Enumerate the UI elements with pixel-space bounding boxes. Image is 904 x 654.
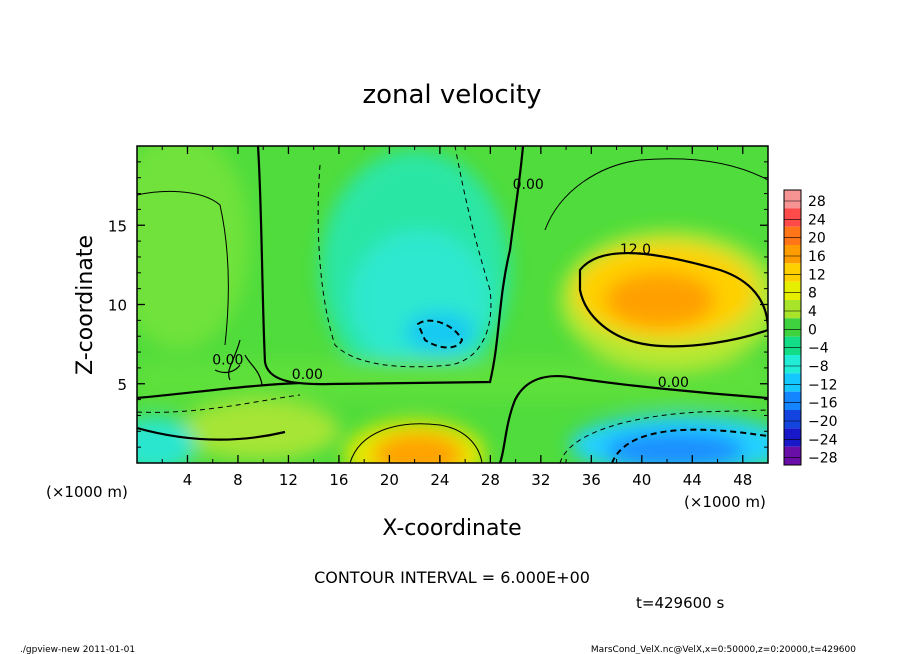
colorbar-label: −12 [808, 377, 838, 393]
colorbar-label: −16 [808, 396, 838, 412]
colorbar-cell [784, 318, 801, 337]
contour-label: 0.00 [513, 177, 544, 193]
colorbar-cell [784, 281, 801, 300]
contour-field: 0.00 12.0 0.00 0.00 0.00 [137, 146, 768, 463]
colorbar-label: 20 [808, 231, 826, 247]
footer-right: MarsCond_VelX.nc@VelX,x=0:50000,z=0:2000… [591, 645, 856, 654]
colorbar-frame [783, 189, 802, 466]
colorbar-cell [784, 226, 801, 245]
colorbar-label: 0 [808, 322, 817, 338]
colorbar-cell [784, 355, 801, 374]
x-tick-label: 36 [582, 471, 601, 489]
colorbar-cell [784, 373, 801, 392]
colorbar-label: −20 [808, 414, 838, 430]
x-tick-label: 28 [481, 471, 500, 489]
colorbar-label: 12 [808, 267, 826, 283]
contour-label: 12.0 [620, 242, 651, 258]
colorbar-label: 4 [808, 304, 817, 320]
x-tick-label: 4 [183, 471, 193, 489]
y-tick-label: 15 [108, 217, 127, 235]
x-tick-label: 20 [380, 471, 399, 489]
contour-labels: 0.00 12.0 0.00 0.00 0.00 [212, 177, 689, 391]
colorbar-label: −28 [808, 451, 838, 467]
x-tick-label: 12 [279, 471, 298, 489]
colorbar-label: −24 [808, 432, 838, 448]
colorbar-cell [784, 336, 801, 355]
colorbar-cell [784, 208, 801, 227]
y-axis-unit: (×1000 m) [46, 483, 128, 501]
x-tick-label: 8 [233, 471, 243, 489]
y-axis-ticks: 5 10 15 [108, 161, 768, 448]
colorbar-cell [784, 300, 801, 319]
colorbar-label: 28 [808, 194, 826, 210]
colorbar-cell [784, 428, 801, 447]
colorbar-label: 24 [808, 212, 826, 228]
colorbar-cell [784, 263, 801, 282]
contour-label: 0.00 [658, 375, 689, 391]
contour-label: 0.00 [212, 353, 243, 369]
colorbar-cell [784, 190, 801, 209]
y-tick-label: 10 [108, 297, 127, 315]
x-tick-label: 24 [430, 471, 449, 489]
time-label: t=429600 s [636, 594, 724, 612]
colorbar-cell [784, 446, 801, 465]
contour-interval-text: CONTOUR INTERVAL = 6.000E+00 [314, 568, 590, 587]
colorbar-label: 16 [808, 249, 826, 265]
contour-label: 0.00 [292, 367, 323, 383]
x-axis-ticks: 4 8 12 16 20 24 28 32 36 40 44 48 [161, 146, 752, 489]
y-tick-label: 5 [117, 376, 127, 394]
colorbar-cell [784, 391, 801, 410]
x-tick-label: 32 [531, 471, 550, 489]
x-axis-unit: (×1000 m) [684, 493, 766, 511]
footer-left: ./gpview-new 2011-01-01 [20, 645, 135, 654]
colorbar: 28 24 20 16 12 8 4 0 −4 −8 −12 −16 −20 −24 −28 [783, 189, 838, 467]
x-axis-label: X-coordinate [382, 516, 521, 541]
colorbar-label: −4 [808, 341, 829, 357]
y-axis-label: Z-coordinate [73, 235, 98, 375]
colorbar-label: −8 [808, 359, 829, 375]
x-tick-label: 40 [632, 471, 651, 489]
colorbar-label: 8 [808, 286, 817, 302]
x-tick-label: 44 [683, 471, 702, 489]
chart-title: zonal velocity [362, 80, 541, 110]
colorbar-cell [784, 410, 801, 429]
colorbar-cell [784, 245, 801, 264]
x-tick-label: 48 [733, 471, 752, 489]
x-tick-label: 16 [329, 471, 348, 489]
